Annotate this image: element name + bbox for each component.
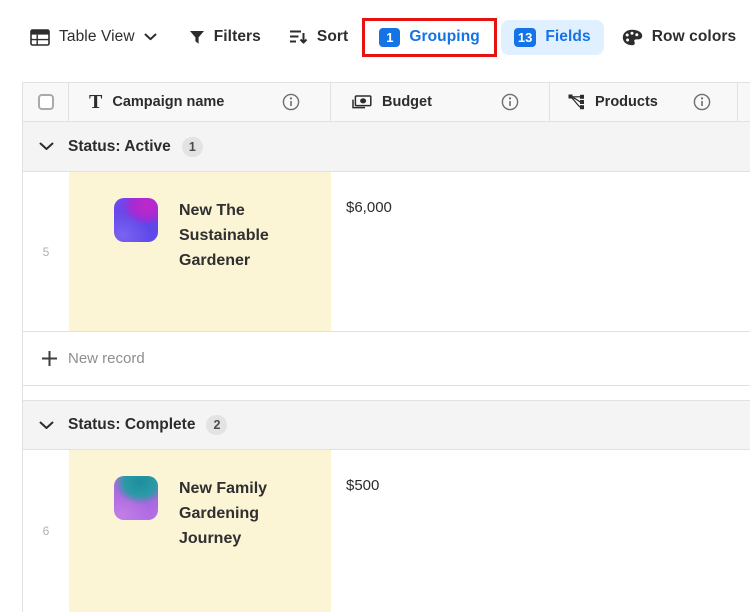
multi-value-icon [568, 94, 585, 110]
new-record-label: New record [68, 350, 145, 367]
table-icon [30, 28, 50, 46]
group-count-badge: 2 [206, 415, 228, 435]
campaign-name-text: New The Sustainable Gardener [179, 202, 269, 269]
row-colors-label: Row colors [651, 28, 737, 45]
table-header-row: T Campaign name Budget [23, 83, 750, 122]
table-view-label: Table View [59, 28, 135, 45]
grouping-highlight-box: 1 Grouping [362, 17, 497, 57]
filters-label: Filters [213, 28, 261, 45]
sort-label: Sort [316, 28, 349, 45]
info-icon[interactable] [501, 93, 519, 111]
table-row[interactable]: 6 New Family Gardening Journey $500 [23, 450, 750, 612]
chevron-down-icon[interactable] [39, 142, 54, 151]
money-icon [351, 94, 372, 110]
column-header-overflow [738, 83, 750, 121]
row-number[interactable]: 5 [42, 244, 50, 259]
group-count-badge: 1 [181, 136, 203, 157]
grouping-label: Grouping [409, 28, 480, 45]
new-record-button[interactable]: New record [23, 332, 750, 386]
fields-button[interactable]: 13 Fields [500, 19, 604, 55]
products-cell[interactable] [550, 172, 738, 331]
filter-funnel-icon [189, 30, 205, 45]
group-label: Status: Complete [68, 416, 196, 433]
info-icon[interactable] [282, 93, 300, 111]
products-cell[interactable] [550, 450, 738, 612]
records-table: T Campaign name Budget [22, 82, 750, 612]
sort-button[interactable]: Sort [289, 28, 348, 46]
campaign-name-cell[interactable]: New The Sustainable Gardener [69, 172, 331, 331]
view-toolbar: Table View Filters Sort 1 [0, 0, 750, 82]
palette-icon [622, 29, 643, 46]
row-number[interactable]: 6 [42, 524, 50, 538]
chevron-down-icon[interactable] [39, 421, 54, 430]
select-all-cell [23, 83, 69, 121]
fields-label: Fields [545, 28, 591, 45]
table-row[interactable]: 5 New The Sustainable Gardener $6,000 [23, 172, 750, 332]
campaign-thumbnail [114, 476, 158, 520]
table-view-button[interactable]: Table View [30, 28, 157, 46]
row-colors-button[interactable]: Row colors [622, 28, 737, 46]
info-icon[interactable] [693, 93, 711, 111]
fields-count-badge: 13 [513, 27, 537, 47]
campaign-thumbnail [114, 198, 158, 242]
group-label: Status: Active [68, 137, 171, 155]
text-field-icon: T [89, 91, 103, 113]
sort-icon [289, 29, 308, 45]
plus-icon [41, 350, 58, 367]
group-separator [23, 386, 750, 400]
budget-cell[interactable]: $6,000 [346, 199, 392, 216]
column-header-budget[interactable]: Budget [331, 83, 550, 121]
row-overflow-cell [738, 450, 750, 612]
grouping-button[interactable]: 1 Grouping [379, 27, 480, 47]
select-all-checkbox[interactable] [37, 94, 54, 110]
campaign-name-cell[interactable]: New Family Gardening Journey [69, 450, 331, 612]
chevron-down-icon [144, 33, 157, 41]
products-header-label: Products [595, 94, 658, 110]
budget-cell[interactable]: $500 [346, 477, 380, 494]
budget-header-label: Budget [382, 94, 432, 110]
row-overflow-cell [738, 172, 750, 331]
column-header-campaign-name[interactable]: T Campaign name [69, 83, 331, 121]
group-header-status-complete[interactable]: Status: Complete 2 [23, 400, 750, 450]
filters-button[interactable]: Filters [189, 28, 261, 46]
campaign-name-header-label: Campaign name [112, 94, 225, 110]
grouping-count-badge: 1 [379, 27, 401, 47]
campaign-name-text: New Family Gardening Journey [179, 480, 268, 547]
group-header-status-active[interactable]: Status: Active 1 [23, 122, 750, 172]
column-header-products[interactable]: Products [550, 83, 738, 121]
